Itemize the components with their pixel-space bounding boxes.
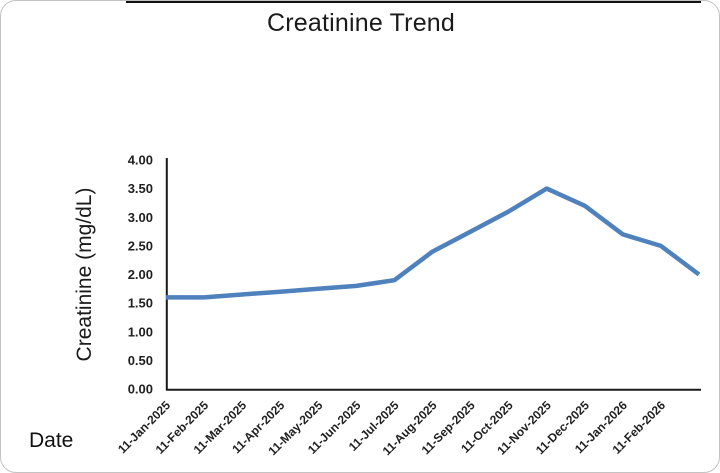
y-axis-tick-label: 2.50 — [128, 238, 153, 253]
y-axis-tick-label: 0.00 — [128, 382, 153, 397]
y-axis-tick-label: 1.50 — [128, 296, 153, 311]
chart-title: Creatinine Trend — [266, 9, 456, 37]
window-top-border — [126, 1, 701, 3]
y-axis-tick-label: 1.00 — [128, 324, 153, 339]
x-axis-title: Date — [29, 429, 74, 452]
y-axis-tick-label: 2.00 — [128, 267, 153, 282]
y-axis-tick-label: 3.00 — [128, 210, 153, 225]
y-axis-tick-label: 3.50 — [128, 181, 153, 196]
y-axis-tick-label: 0.50 — [128, 353, 153, 368]
y-axis-title: Creatinine (mg/dL) — [73, 187, 96, 362]
y-axis-tick-label: 4.00 — [128, 153, 153, 168]
creatinine-line-series — [166, 186, 701, 300]
